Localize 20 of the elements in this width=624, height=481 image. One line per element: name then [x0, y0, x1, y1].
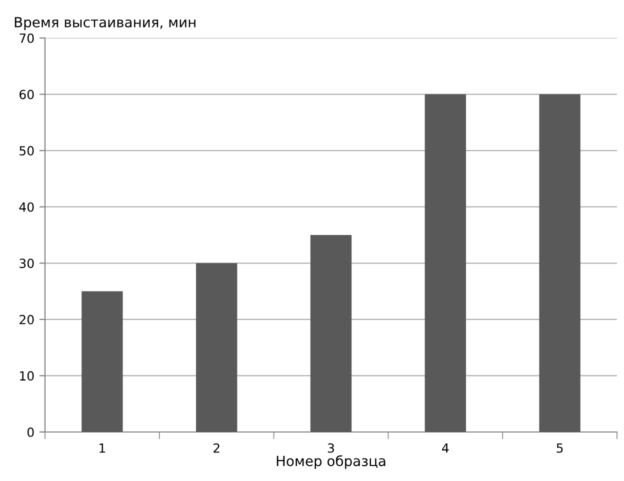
x-axis-title: Номер образца [276, 455, 386, 469]
bar [310, 235, 352, 432]
y-tick-label: 0 [27, 427, 34, 437]
x-tick-label: 5 [556, 443, 563, 453]
y-tick-label: 40 [19, 202, 34, 212]
y-tick-label: 70 [20, 33, 34, 43]
bar [539, 94, 580, 432]
y-tick-label: 60 [20, 90, 34, 100]
x-tick-label: 4 [442, 443, 449, 453]
y-tick-label: 20 [20, 314, 34, 324]
bar [424, 94, 466, 432]
x-tick-label: 1 [100, 443, 106, 453]
y-tick-label: 30 [20, 258, 34, 268]
y-tick-label: 10 [20, 371, 34, 381]
y-tick-label: 50 [20, 146, 34, 156]
x-tick-label: 2 [214, 443, 220, 453]
x-tick-label: 3 [328, 443, 334, 453]
bar [196, 263, 238, 432]
y-axis-title: Время выстаивания, мин [14, 17, 196, 30]
bar [82, 291, 123, 432]
